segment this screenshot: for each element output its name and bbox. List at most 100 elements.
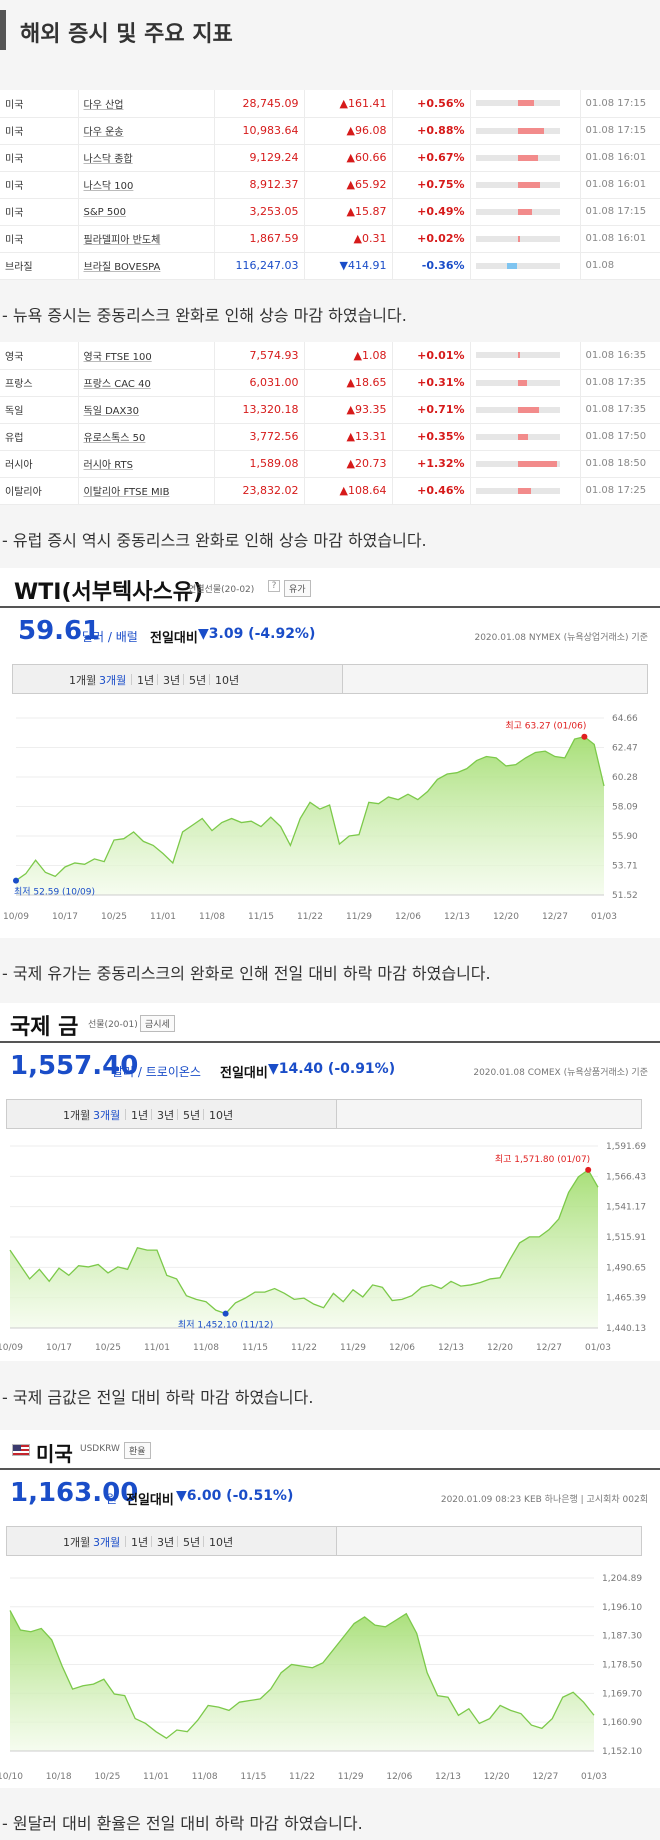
us-indices-table: 미국 다우 산업 28,745.09 ▲161.41 +0.56% 01.08 17:15… <box>0 90 660 280</box>
gold-change: ▼14.40 (-0.91%) <box>268 1061 396 1077</box>
period-tab[interactable]: 3년 <box>157 1536 175 1549</box>
percent-cell: +0.01% <box>392 342 471 370</box>
wti-oil-button[interactable]: 유가 <box>284 580 311 597</box>
index-name-link[interactable]: 이탈리아 FTSE MIB <box>78 477 215 505</box>
gold-title: 국제 금 <box>10 1015 79 1040</box>
y-tick-label: 51.52 <box>612 891 638 901</box>
period-tab[interactable]: 3개월 <box>99 674 127 687</box>
table-row: 미국 다우 산업 28,745.09 ▲161.41 +0.56% 01.08 17:15 <box>0 90 660 118</box>
usd-chart: 1,152.10 1,160.90 1,169.70 1,178.50 1,187.30… <box>0 1574 642 1782</box>
note-wti: - 국제 유가는 중동리스크의 완화로 인해 전일 대비 하락 마감 하였습니다… <box>2 964 491 983</box>
change-cell: ▲13.31 <box>304 423 393 451</box>
period-tab[interactable]: 3개월 <box>93 1536 121 1549</box>
index-name[interactable]: 다우 산업 <box>83 99 124 111</box>
percent-cell: +0.71% <box>392 396 471 424</box>
x-tick-label: 12/13 <box>444 912 470 922</box>
price-cell: 9,129.24 <box>214 144 305 172</box>
wti-title: WTI(서부텍사스유) <box>14 580 204 605</box>
index-name[interactable]: 나스닥 100 <box>83 181 134 192</box>
index-name-link[interactable]: 프랑스 CAC 40 <box>78 369 215 397</box>
table-row: 미국 필라델피아 반도체 1,867.59 ▲0.31 +0.02% 01.08 16:0… <box>0 225 660 253</box>
index-name[interactable]: 브라질 BOVESPA <box>83 262 161 273</box>
period-tab[interactable]: 10년 <box>209 1536 234 1549</box>
x-tick-label: 10/09 <box>3 912 29 922</box>
period-tab[interactable]: 3개월 <box>93 1109 121 1122</box>
gold-unit: 달러 / 트로이온스 <box>112 1065 201 1079</box>
change-bar-fill <box>517 208 533 215</box>
y-tick-label: 1,178.50 <box>602 1660 642 1670</box>
page-title: 해외 증시 및 주요 지표 <box>20 22 233 47</box>
index-name[interactable]: 다우 운송 <box>83 127 124 138</box>
period-tab[interactable]: 1년 <box>131 1109 149 1122</box>
price-cell: 6,031.00 <box>214 369 305 397</box>
index-name-link[interactable]: 브라질 BOVESPA <box>78 252 215 280</box>
index-name-link[interactable]: 러시아 RTS <box>78 450 215 478</box>
x-tick-label: 11/29 <box>346 912 372 922</box>
percent-cell: +0.67% <box>392 144 471 172</box>
tab-separator <box>93 674 94 685</box>
index-name-link[interactable]: 독일 DAX30 <box>78 396 215 424</box>
period-tab[interactable]: 5년 <box>183 1536 201 1549</box>
index-name-link[interactable]: 다우 운송 <box>78 117 215 145</box>
country-cell: 미국 <box>0 90 79 118</box>
change-bar-fill <box>517 100 535 107</box>
x-tick-label: 11/29 <box>338 1772 364 1782</box>
time-cell: 01.08 18:50 <box>580 450 660 478</box>
period-tab[interactable]: 3년 <box>157 1109 175 1122</box>
period-tab-group: 1개월 3개월 1년 3년 5년 10년 <box>13 665 343 693</box>
x-tick-label: 11/01 <box>144 1343 170 1353</box>
exchange-rate-button[interactable]: 환율 <box>124 1442 151 1459</box>
percent-cell: +0.75% <box>392 171 471 199</box>
change-bar-cell <box>470 369 581 397</box>
gold-price-button[interactable]: 금시세 <box>140 1015 175 1032</box>
x-tick-label: 11/15 <box>242 1343 268 1353</box>
period-tab[interactable]: 5년 <box>183 1109 201 1122</box>
table-row: 독일 독일 DAX30 13,320.18 ▲93.35 +0.71% 01.08 17:… <box>0 396 660 424</box>
country-cell: 이탈리아 <box>0 477 79 505</box>
tab-separator <box>151 1109 152 1120</box>
period-tab[interactable]: 10년 <box>215 674 240 687</box>
period-tab[interactable]: 1개월 <box>69 674 97 687</box>
period-tab[interactable]: 1년 <box>137 674 155 687</box>
period-tab[interactable]: 1개월 <box>63 1109 91 1122</box>
index-name[interactable]: 나스닥 종합 <box>83 154 133 165</box>
x-tick-label: 10/25 <box>94 1772 120 1782</box>
index-name[interactable]: 프랑스 CAC 40 <box>83 379 151 390</box>
index-name[interactable]: 러시아 RTS <box>83 460 133 471</box>
index-name[interactable]: 독일 DAX30 <box>83 406 140 417</box>
index-name-link[interactable]: 나스닥 100 <box>78 171 215 199</box>
period-tab[interactable]: 10년 <box>209 1109 234 1122</box>
index-name[interactable]: 이탈리아 FTSE MIB <box>83 487 170 498</box>
change-bar-track <box>475 433 560 440</box>
index-name-link[interactable]: 필라델피아 반도체 <box>78 225 215 253</box>
series-line <box>15 736 605 882</box>
index-name-link[interactable]: 나스닥 종합 <box>78 144 215 172</box>
time-cell: 01.08 <box>580 252 660 280</box>
index-name[interactable]: 필라델피아 반도체 <box>83 235 161 246</box>
help-icon[interactable]: ? <box>268 580 280 592</box>
x-tick-label: 11/08 <box>199 912 225 922</box>
wti-period-tabs: 1개월 3개월 1년 3년 5년 10년 <box>12 664 648 694</box>
y-tick-label: 60.28 <box>612 773 638 783</box>
x-tick-label: 12/20 <box>484 1772 510 1782</box>
time-cell: 01.08 17:25 <box>580 477 660 505</box>
change-bar-track <box>475 235 560 242</box>
period-tab[interactable]: 5년 <box>189 674 207 687</box>
index-name[interactable]: 유로스톡스 50 <box>83 433 146 444</box>
price-cell: 13,320.18 <box>214 396 305 424</box>
period-tab[interactable]: 3년 <box>163 674 181 687</box>
period-tab[interactable]: 1개월 <box>63 1536 91 1549</box>
index-name-link[interactable]: 유로스톡스 50 <box>78 423 215 451</box>
x-tick-label: 10/25 <box>95 1343 121 1353</box>
tab-separator <box>203 1536 204 1547</box>
index-name[interactable]: S&P 500 <box>83 207 126 218</box>
period-tab[interactable]: 1년 <box>131 1536 149 1549</box>
index-name-link[interactable]: 영국 FTSE 100 <box>78 342 215 370</box>
country-cell: 미국 <box>0 171 79 199</box>
index-name-link[interactable]: 다우 산업 <box>78 90 215 118</box>
index-name-link[interactable]: S&P 500 <box>78 198 215 226</box>
country-cell: 미국 <box>0 117 79 145</box>
index-name[interactable]: 영국 FTSE 100 <box>83 351 152 363</box>
change-bar-fill <box>517 127 544 134</box>
x-tick-label: 01/03 <box>585 1343 611 1353</box>
